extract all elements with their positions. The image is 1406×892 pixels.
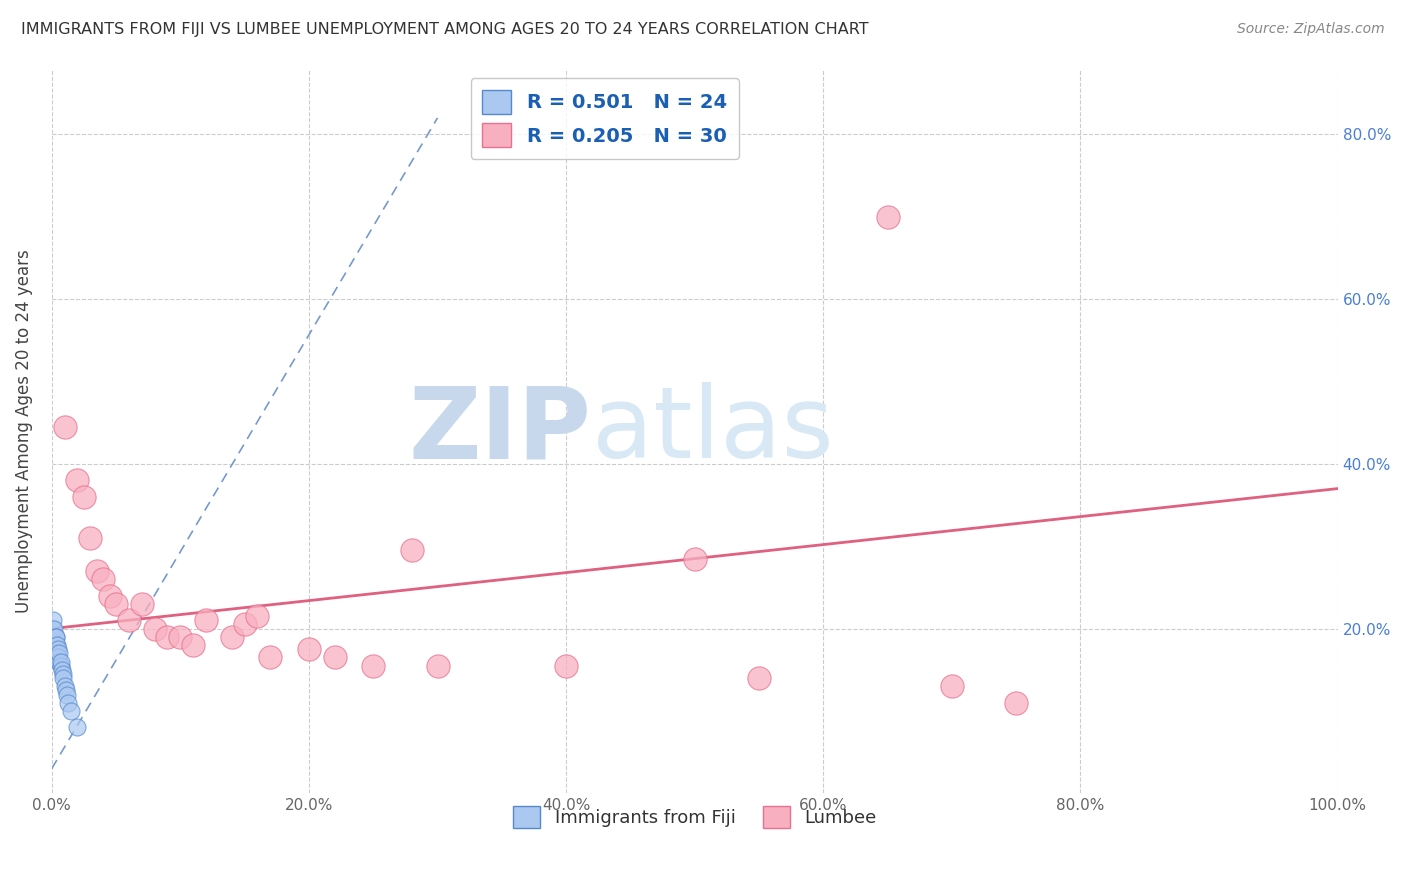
Point xyxy=(91,572,114,586)
Point xyxy=(44,630,66,644)
Point xyxy=(259,650,281,665)
Point xyxy=(195,613,218,627)
Point xyxy=(52,671,75,685)
Point xyxy=(46,650,69,665)
Point xyxy=(233,617,256,632)
Point xyxy=(118,613,141,627)
Point xyxy=(46,642,69,657)
Point xyxy=(45,646,67,660)
Text: IMMIGRANTS FROM FIJI VS LUMBEE UNEMPLOYMENT AMONG AGES 20 TO 24 YEARS CORRELATIO: IMMIGRANTS FROM FIJI VS LUMBEE UNEMPLOYM… xyxy=(21,22,869,37)
Point xyxy=(555,658,578,673)
Y-axis label: Unemployment Among Ages 20 to 24 years: Unemployment Among Ages 20 to 24 years xyxy=(15,249,32,613)
Text: ZIP: ZIP xyxy=(409,383,592,479)
Point xyxy=(748,671,770,685)
Point xyxy=(323,650,346,665)
Point xyxy=(298,642,321,657)
Point xyxy=(361,658,384,673)
Point xyxy=(66,474,89,488)
Point xyxy=(79,531,101,545)
Point xyxy=(169,630,191,644)
Point xyxy=(105,597,128,611)
Point xyxy=(86,564,108,578)
Point xyxy=(156,630,179,644)
Point xyxy=(45,630,67,644)
Point xyxy=(49,655,72,669)
Point xyxy=(44,622,66,636)
Point xyxy=(876,210,898,224)
Point xyxy=(221,630,243,644)
Point xyxy=(48,646,70,660)
Point xyxy=(58,696,80,710)
Legend: Immigrants from Fiji, Lumbee: Immigrants from Fiji, Lumbee xyxy=(506,798,883,835)
Point xyxy=(53,679,76,693)
Text: Source: ZipAtlas.com: Source: ZipAtlas.com xyxy=(1237,22,1385,37)
Point xyxy=(401,543,423,558)
Point xyxy=(60,704,83,718)
Point xyxy=(143,622,166,636)
Point xyxy=(181,638,204,652)
Point xyxy=(98,589,121,603)
Point xyxy=(48,655,70,669)
Point xyxy=(246,609,269,624)
Point xyxy=(45,638,67,652)
Point xyxy=(426,658,449,673)
Point xyxy=(56,688,79,702)
Text: atlas: atlas xyxy=(592,383,834,479)
Point xyxy=(52,667,75,681)
Point xyxy=(45,630,67,644)
Point xyxy=(941,679,963,693)
Point xyxy=(42,622,65,636)
Point xyxy=(1005,696,1028,710)
Point xyxy=(131,597,153,611)
Point xyxy=(42,613,65,627)
Point xyxy=(53,419,76,434)
Point xyxy=(45,638,67,652)
Point xyxy=(51,663,73,677)
Point xyxy=(683,551,706,566)
Point xyxy=(66,721,89,735)
Point xyxy=(73,490,96,504)
Point xyxy=(49,658,72,673)
Point xyxy=(55,683,77,698)
